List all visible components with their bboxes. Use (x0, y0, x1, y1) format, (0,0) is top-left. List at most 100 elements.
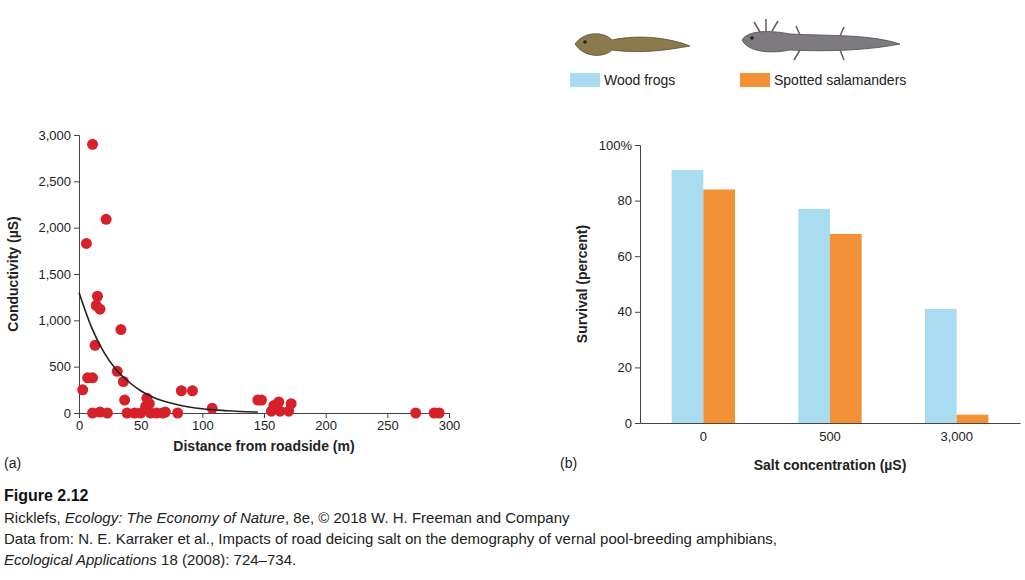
bar (798, 209, 830, 423)
tick: 40 (618, 304, 640, 319)
icon (583, 40, 587, 44)
tick: 100 (192, 413, 214, 433)
data-point (77, 384, 88, 395)
caption-segment: Ricklefs, (4, 509, 65, 526)
y-axis-title: Conductivity (µS) (5, 216, 21, 331)
tick-label: 80 (618, 193, 632, 208)
data-point (176, 385, 187, 396)
tick: 0 (64, 406, 79, 421)
tick-mark (74, 228, 79, 229)
tick-label: 1,500 (38, 267, 71, 282)
figure: 05010015020025030005001,0001,5002,0002,5… (0, 0, 1025, 580)
data-point (102, 408, 113, 419)
data-point (273, 396, 284, 407)
caption-segment: , 8e, © 2018 W. H. Freeman and Company (285, 509, 570, 526)
bar (703, 189, 735, 423)
tick-mark (635, 312, 640, 313)
data-point (434, 408, 445, 419)
tick-label: 20 (618, 360, 632, 375)
tick: 1,500 (38, 267, 79, 282)
icon (754, 19, 844, 60)
data-point (94, 304, 105, 315)
data-point (160, 407, 171, 418)
tick-label: 0 (64, 406, 71, 421)
plot-area (77, 139, 444, 419)
tick-label: 1,000 (38, 313, 71, 328)
tick: 0 (625, 416, 640, 431)
tick-label: 100 (192, 418, 214, 433)
icon (742, 32, 900, 52)
tick: 200 (315, 413, 337, 433)
tick-mark (635, 201, 640, 202)
tick: 3,000 (38, 128, 79, 143)
tick-label: 2,000 (38, 220, 71, 235)
data-point (101, 214, 112, 225)
bar (925, 309, 957, 423)
x-axis-title: Salt concentration (µS) (754, 457, 907, 473)
tick-label: 500 (819, 429, 841, 444)
legend-icons (575, 19, 900, 60)
panel-label: (b) (560, 455, 577, 471)
tick-label: 200 (315, 418, 337, 433)
fit-line (79, 293, 258, 413)
tick: 3,000 (940, 423, 973, 444)
bar (957, 415, 989, 423)
tick: 500 (819, 423, 841, 444)
tick-label: 60 (618, 249, 632, 264)
tick-label: 0 (700, 429, 707, 444)
legend-label: Spotted salamanders (774, 72, 906, 88)
tick-mark (635, 367, 640, 368)
legend-swatch (570, 73, 600, 87)
tick-mark (635, 256, 640, 257)
tick-label: 50 (134, 418, 148, 433)
data-point (144, 398, 155, 409)
tick: 1,000 (38, 313, 79, 328)
caption-segment: Ecology: The Economy of Nature (65, 509, 285, 526)
tick-mark (635, 145, 640, 146)
figure-number: Figure 2.12 (4, 487, 89, 504)
data-point (115, 324, 126, 335)
tick-label: 0 (625, 416, 632, 431)
data-point (87, 372, 98, 383)
tick-label: 100% (599, 138, 633, 153)
icon (575, 34, 690, 56)
data-point (172, 408, 183, 419)
caption-line: Ricklefs, Ecology: The Economy of Nature… (4, 509, 570, 526)
tick: 2,500 (38, 174, 79, 189)
bar (672, 170, 704, 423)
legend-label: Wood frogs (604, 72, 675, 88)
caption-line: Ecological Applications 18 (2008): 724–7… (4, 551, 296, 568)
tick-mark (74, 274, 79, 275)
tick-label: 300 (439, 418, 461, 433)
tick-mark (74, 135, 79, 136)
data-point (187, 385, 198, 396)
tick: 2,000 (38, 220, 79, 235)
tick-mark (635, 423, 640, 424)
data-point (87, 139, 98, 150)
tick-mark (74, 413, 79, 414)
data-point (81, 238, 92, 249)
data-point (207, 403, 218, 414)
tick-label: 3,000 (940, 429, 973, 444)
caption-segment: 18 (2008): 724–734. (157, 551, 296, 568)
tick-label: 3,000 (38, 128, 71, 143)
tick: 60 (618, 249, 640, 264)
y-axis-title: Survival (percent) (574, 225, 590, 343)
legend-swatch (740, 73, 770, 87)
y-axis: 0 20 40 60 80 100% (599, 138, 641, 431)
data-point (256, 395, 267, 406)
tick: 20 (618, 360, 640, 375)
data-point (410, 408, 421, 419)
data-point (92, 291, 103, 302)
caption-line: Data from: N. E. Karraker et al., Impact… (4, 530, 777, 547)
data-point (119, 395, 130, 406)
x-axis-title: Distance from roadside (m) (173, 438, 354, 454)
x-axis: 0 500 3,000 (641, 423, 1021, 444)
tick-mark (74, 367, 79, 368)
tick-label: 250 (377, 418, 399, 433)
legend: Wood frogs Spotted salamanders (570, 72, 906, 88)
tick-label: 150 (254, 418, 276, 433)
icon (750, 36, 754, 40)
tick: 0 (76, 413, 83, 433)
tick-label: 40 (618, 304, 632, 319)
